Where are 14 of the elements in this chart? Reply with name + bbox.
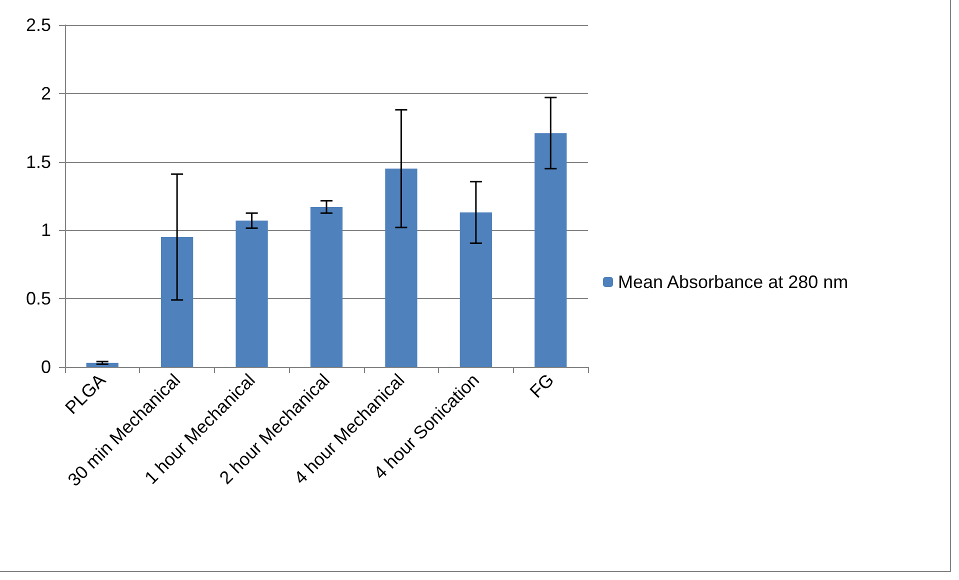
y-tick-label: 2.5 bbox=[26, 15, 51, 35]
y-tick-label: 2 bbox=[40, 83, 51, 104]
legend-label: Mean Absorbance at 280 nm bbox=[618, 272, 848, 292]
y-tick-label: 1 bbox=[40, 220, 51, 240]
y-tick-label: 1.5 bbox=[26, 152, 51, 172]
bar bbox=[236, 220, 268, 367]
x-tick-label: FG bbox=[526, 370, 558, 402]
bar bbox=[534, 133, 567, 367]
bar bbox=[310, 206, 343, 367]
bar bbox=[460, 212, 492, 367]
bar bbox=[385, 168, 418, 367]
bar bbox=[161, 237, 194, 367]
y-tick-label: 0 bbox=[40, 357, 51, 377]
y-tick-label: 0.5 bbox=[26, 288, 51, 309]
